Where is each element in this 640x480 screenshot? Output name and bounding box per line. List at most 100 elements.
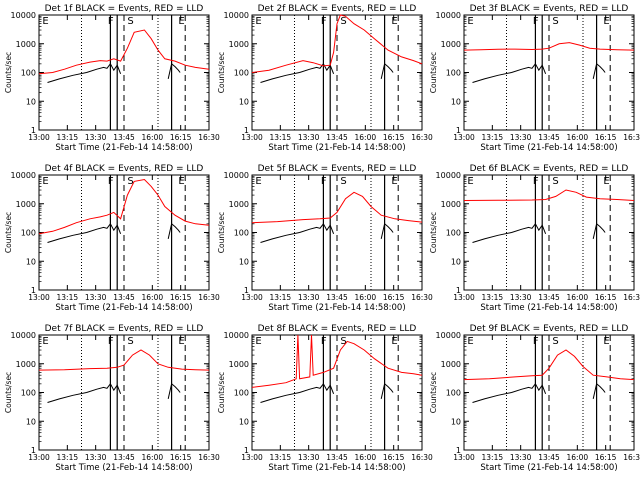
x-tick-label: 13:15 [482,133,504,142]
events-series-line [167,222,181,240]
events-series-line [167,382,181,400]
events-series-line [472,222,547,243]
plot-frame [38,174,210,291]
x-tick-label: 13:00 [241,133,263,142]
y-axis-label: Counts/sec [429,212,438,253]
chart-panel: Det 3f BLACK = Events, RED = LLD 1 10 100 10… [429,4,640,153]
events-series-line [167,62,181,80]
x-tick-label: 13:00 [28,293,50,302]
marker-label-e: E [603,16,609,27]
x-axis-label: Start Time (21-Feb-14 14:58:00) [480,303,617,313]
events-series-line [47,382,122,403]
lld-series-line [463,42,635,51]
x-axis-label: Start Time (21-Feb-14 14:58:00) [55,303,192,313]
events-series-line [472,62,547,83]
marker-label-s: S [127,336,133,347]
x-tick-label: 13:15 [482,453,504,462]
y-tick-label: 10000 [436,331,461,340]
y-tick-label: 1 [31,286,36,295]
chart-title: Det 8f BLACK = Events, RED = LLD [258,324,417,334]
x-tick-label: 13:15 [57,133,79,142]
x-tick-label: 13:30 [510,453,532,462]
marker-label-e: E [603,336,609,347]
plot-frame [251,14,423,131]
y-tick-label: 10 [26,257,36,266]
y-tick-label: 1 [31,126,36,135]
y-tick-label: 100 [446,69,461,78]
x-tick-label: 13:30 [85,453,107,462]
marker-label-s: S [552,176,558,187]
plot-frame [463,174,635,291]
y-tick-label: 10 [239,417,249,426]
y-axis-label: Counts/sec [217,52,226,93]
events-series-line [380,222,394,240]
marker-label-f: F [108,336,114,347]
y-tick-label: 1000 [229,360,249,369]
x-tick-label: 13:15 [270,133,292,142]
marker-label-e: E [467,16,473,27]
marker-label-e: E [255,176,261,187]
marker-label-e: E [467,336,473,347]
y-tick-label: 10000 [436,11,461,20]
x-tick-label: 16:00 [142,133,164,142]
y-axis-label: Counts/sec [4,52,13,93]
x-tick-label: 16:30 [198,453,220,462]
chart-panel: Det 6f BLACK = Events, RED = LLD 1 10 100 10… [429,164,640,313]
x-tick-label: 13:45 [326,133,348,142]
x-tick-label: 16:30 [623,453,640,462]
marker-label-s: S [340,16,346,27]
chart-title: Det 1f BLACK = Events, RED = LLD [45,4,204,14]
x-tick-label: 13:00 [28,453,50,462]
y-tick-label: 10000 [11,331,36,340]
x-tick-label: 16:15 [383,293,405,302]
x-tick-label: 16:30 [623,293,640,302]
events-series-line [47,62,122,83]
x-tick-label: 13:30 [510,293,532,302]
y-tick-label: 100 [446,389,461,398]
x-tick-label: 13:45 [113,133,135,142]
chart-title: Det 3f BLACK = Events, RED = LLD [470,4,629,14]
x-tick-label: 16:00 [355,453,377,462]
y-tick-label: 1 [31,446,36,455]
marker-label-f: F [533,176,539,187]
lld-series-line [38,29,210,75]
x-axis-label: Start Time (21-Feb-14 14:58:00) [268,303,405,313]
y-tick-label: 1 [456,286,461,295]
x-tick-label: 13:00 [241,293,263,302]
marker-label-s: S [340,176,346,187]
lld-series-line [463,189,635,201]
marker-label-e: E [255,336,261,347]
y-tick-label: 10000 [11,171,36,180]
x-tick-label: 13:00 [241,453,263,462]
chart-panel: Det 5f BLACK = Events, RED = LLD 1 10 100 10… [217,164,433,313]
x-tick-label: 16:00 [142,453,164,462]
marker-label-e: E [391,176,397,187]
x-tick-label: 13:30 [510,133,532,142]
x-axis-label: Start Time (21-Feb-14 14:58:00) [480,143,617,153]
chart-title: Det 6f BLACK = Events, RED = LLD [470,164,629,174]
y-tick-label: 10000 [224,11,249,20]
chart-title: Det 5f BLACK = Events, RED = LLD [258,164,417,174]
marker-label-e: E [178,336,184,347]
x-axis-label: Start Time (21-Feb-14 14:58:00) [55,143,192,153]
x-tick-label: 13:45 [538,133,560,142]
x-tick-label: 16:00 [567,293,589,302]
x-tick-label: 13:45 [113,453,135,462]
y-tick-label: 10 [451,97,461,106]
x-axis-label: Start Time (21-Feb-14 14:58:00) [268,463,405,473]
y-tick-label: 10 [26,97,36,106]
marker-label-e: E [42,16,48,27]
x-tick-label: 16:15 [170,293,192,302]
x-tick-label: 13:45 [113,293,135,302]
x-tick-label: 13:00 [453,133,475,142]
x-tick-label: 13:45 [326,293,348,302]
x-tick-label: 16:30 [198,293,220,302]
marker-label-s: S [340,336,346,347]
x-tick-label: 13:15 [270,293,292,302]
y-tick-label: 10 [239,257,249,266]
y-tick-label: 1 [244,446,249,455]
x-tick-label: 13:15 [57,293,79,302]
x-tick-label: 16:00 [567,453,589,462]
y-tick-label: 1 [456,446,461,455]
events-series-line [260,222,335,243]
